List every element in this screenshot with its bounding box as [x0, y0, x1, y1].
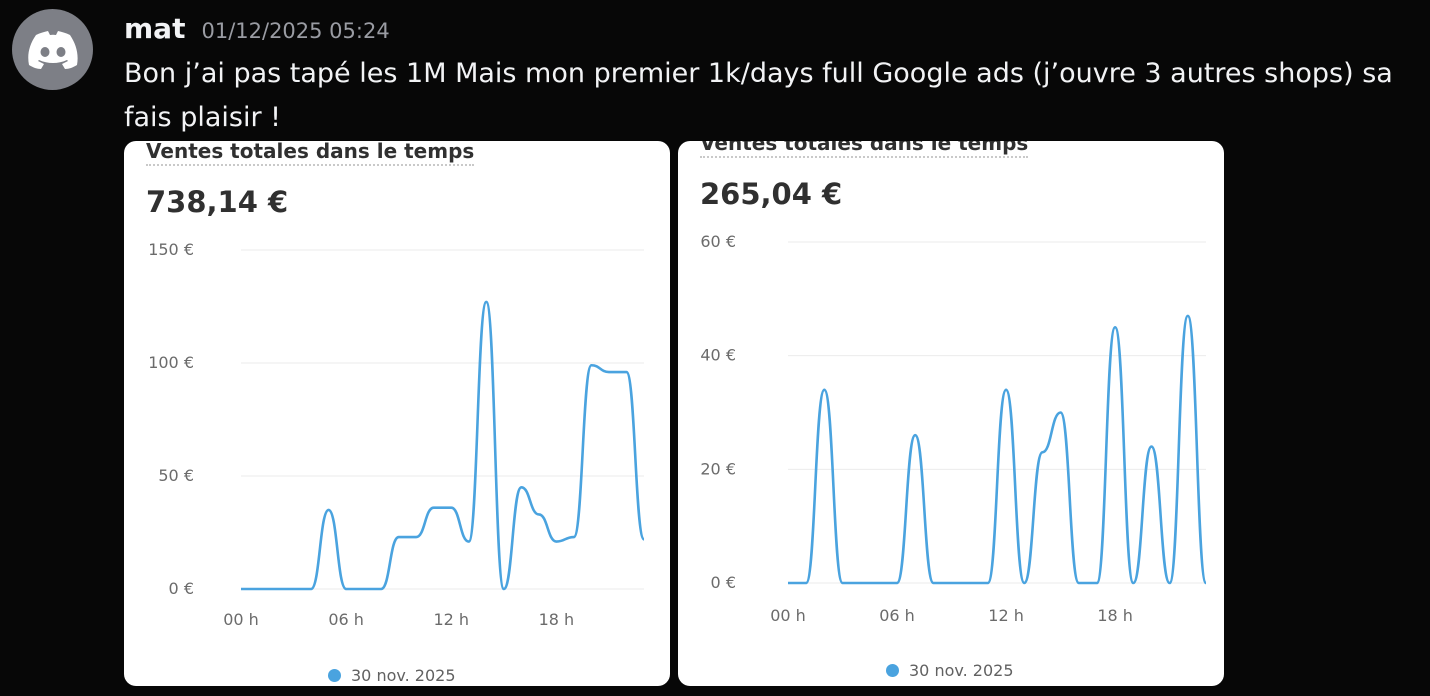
data-point [914, 434, 917, 437]
sales-line-chart: 0 € 20 € 40 € 60 € 00 h 06 h 12 h 18 h [700, 232, 1208, 625]
data-point [608, 371, 611, 374]
data-point [1132, 582, 1135, 585]
data-point [859, 582, 862, 585]
chart-total: 738,14 € [146, 185, 289, 219]
data-point [1187, 315, 1190, 318]
data-point [485, 301, 488, 304]
data-point [450, 506, 453, 509]
data-point [555, 540, 558, 543]
y-tick-label: 20 € [700, 459, 736, 478]
data-point [1077, 582, 1080, 585]
data-point [1041, 451, 1044, 454]
chart-total: 265,04 € [700, 177, 843, 211]
data-point [1168, 582, 1171, 585]
chart-card-1[interactable]: Ventes totales dans le temps 738,14 € 0 … [124, 141, 670, 686]
chart-title: Ventes totales dans le temps [700, 141, 1029, 158]
data-point [520, 486, 523, 489]
data-point [1150, 445, 1153, 448]
data-point [310, 588, 313, 591]
x-tick-label: 12 h [433, 610, 469, 629]
avatar[interactable] [12, 9, 93, 90]
legend-label: 30 nov. 2025 [909, 661, 1014, 680]
timestamp: 01/12/2025 05:24 [201, 19, 390, 43]
chart-legend: 30 nov. 2025 [886, 661, 1014, 680]
discord-logo-icon [27, 30, 78, 69]
data-point [787, 582, 790, 585]
x-tick-label: 18 h [1097, 606, 1133, 625]
data-point [327, 509, 330, 512]
message-text: Bon j’ai pas tapé les 1M Mais mon premie… [124, 58, 1393, 133]
data-point [292, 588, 295, 591]
y-tick-label: 150 € [148, 240, 194, 259]
data-point [878, 582, 881, 585]
x-tick-label: 00 h [223, 610, 259, 629]
data-point [1096, 582, 1099, 585]
message-header: mat 01/12/2025 05:24 [124, 12, 390, 45]
data-point [1114, 326, 1117, 329]
data-point [1205, 582, 1208, 585]
series-line [788, 314, 1208, 585]
data-point [841, 582, 844, 585]
data-point [275, 588, 278, 591]
y-tick-label: 100 € [148, 353, 194, 372]
data-point [896, 582, 899, 585]
data-point [503, 588, 506, 591]
legend-label: 30 nov. 2025 [351, 666, 456, 685]
sales-line-chart: 0 € 50 € 100 € 150 € 00 h 06 h 12 h 18 h [148, 240, 646, 629]
data-point [362, 588, 365, 591]
data-point [1023, 582, 1026, 585]
chart-card-2[interactable]: Ventes totales dans le temps 265,04 € 0 … [678, 141, 1224, 686]
data-point [968, 582, 971, 585]
data-point [932, 582, 935, 585]
data-point [257, 588, 260, 591]
data-point [397, 536, 400, 539]
data-point [643, 538, 646, 541]
data-point [590, 364, 593, 367]
data-point [240, 588, 243, 591]
legend-dot-icon [886, 664, 899, 677]
data-point [415, 536, 418, 539]
x-tick-label: 06 h [328, 610, 364, 629]
y-tick-label: 0 € [169, 579, 194, 598]
data-point [987, 582, 990, 585]
data-point [380, 588, 383, 591]
data-point [1005, 388, 1008, 391]
username[interactable]: mat [124, 12, 186, 45]
data-point [823, 388, 826, 391]
x-tick-label: 00 h [770, 606, 806, 625]
data-point [805, 582, 808, 585]
series-line [241, 300, 646, 591]
data-point [432, 506, 435, 509]
y-tick-label: 0 € [711, 573, 736, 592]
y-tick-label: 40 € [700, 346, 736, 365]
data-point [625, 371, 628, 374]
x-tick-label: 12 h [988, 606, 1024, 625]
x-tick-label: 18 h [539, 610, 575, 629]
y-tick-label: 50 € [158, 466, 194, 485]
y-tick-label: 60 € [700, 232, 736, 251]
data-point [1059, 411, 1062, 414]
x-tick-label: 06 h [879, 606, 915, 625]
data-point [345, 588, 348, 591]
chart-title: Ventes totales dans le temps [146, 141, 475, 166]
data-point [573, 536, 576, 539]
data-point [950, 582, 953, 585]
data-point [467, 540, 470, 543]
data-point [538, 513, 541, 516]
chart-legend: 30 nov. 2025 [328, 666, 456, 685]
legend-dot-icon [328, 669, 341, 682]
